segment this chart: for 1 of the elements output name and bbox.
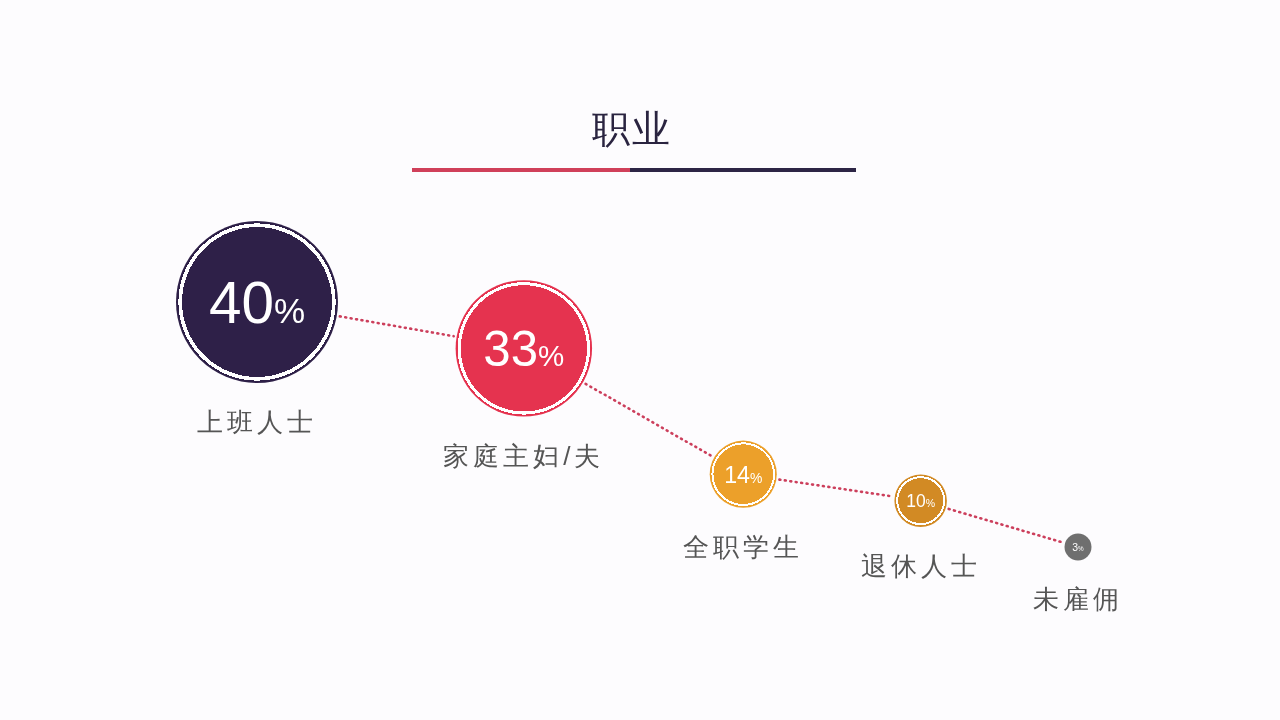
title: 职业 (592, 108, 672, 150)
